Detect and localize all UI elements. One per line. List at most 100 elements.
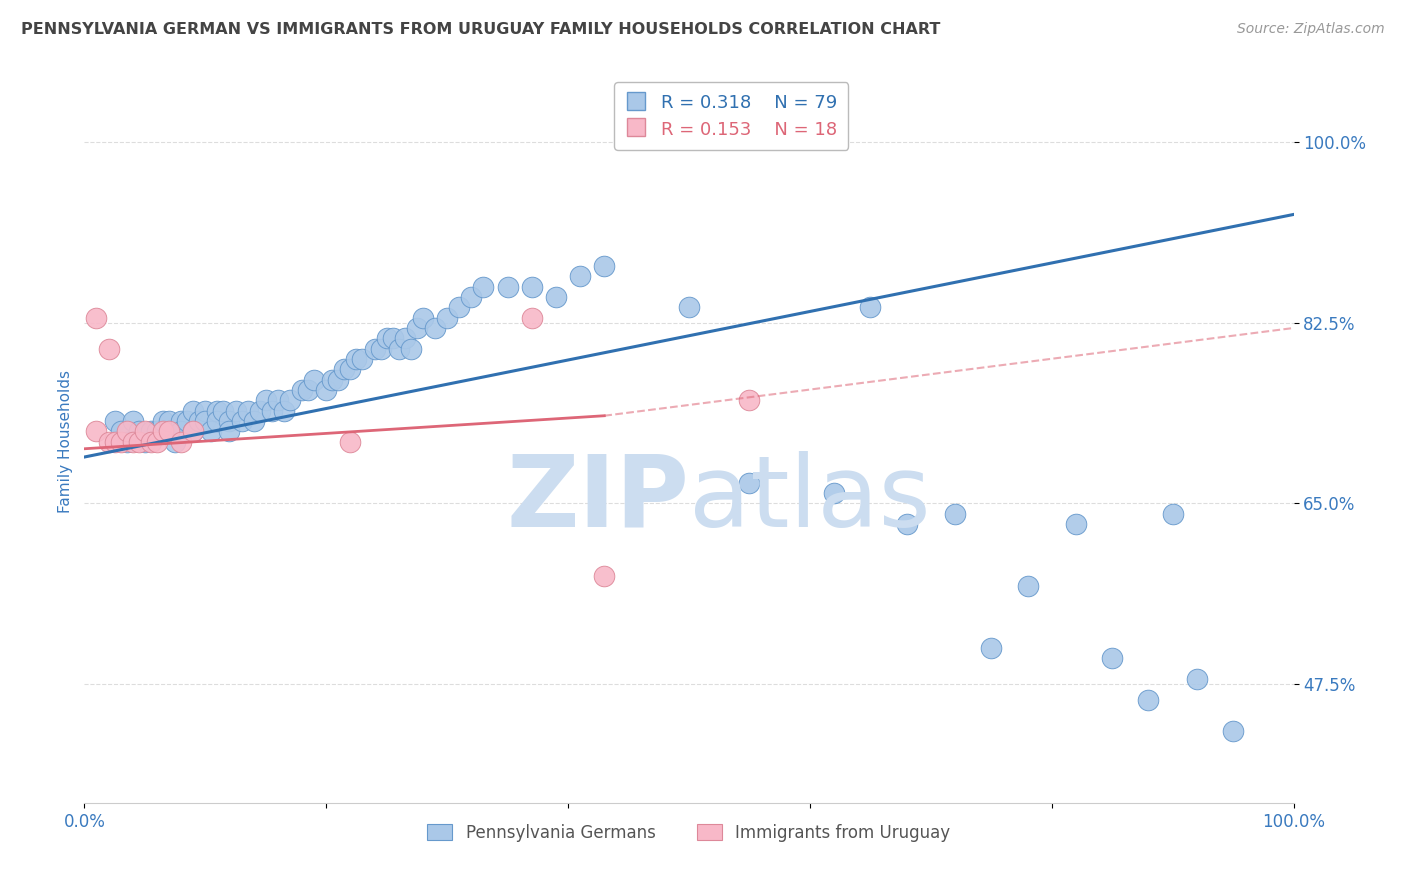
Point bbox=[249, 403, 271, 417]
Point bbox=[363, 342, 385, 356]
Point bbox=[1064, 517, 1087, 532]
Point bbox=[460, 290, 482, 304]
Point bbox=[321, 373, 343, 387]
Text: ZIP: ZIP bbox=[506, 450, 689, 548]
Point bbox=[104, 414, 127, 428]
Point bbox=[97, 342, 120, 356]
Point bbox=[225, 403, 247, 417]
Point bbox=[115, 434, 138, 449]
Point bbox=[157, 414, 180, 428]
Point bbox=[823, 486, 845, 500]
Text: Source: ZipAtlas.com: Source: ZipAtlas.com bbox=[1237, 22, 1385, 37]
Point bbox=[1185, 672, 1208, 686]
Text: atlas: atlas bbox=[689, 450, 931, 548]
Point bbox=[423, 321, 446, 335]
Point bbox=[212, 403, 235, 417]
Point bbox=[273, 403, 295, 417]
Point bbox=[896, 517, 918, 532]
Point bbox=[231, 414, 253, 428]
Point bbox=[388, 342, 411, 356]
Point bbox=[218, 414, 240, 428]
Point bbox=[412, 310, 434, 325]
Point bbox=[267, 393, 290, 408]
Point bbox=[315, 383, 337, 397]
Point bbox=[472, 279, 495, 293]
Point bbox=[152, 424, 174, 438]
Point bbox=[139, 434, 162, 449]
Point bbox=[1017, 579, 1039, 593]
Point bbox=[254, 393, 277, 408]
Point bbox=[302, 373, 325, 387]
Point bbox=[375, 331, 398, 345]
Point bbox=[1137, 692, 1160, 706]
Point bbox=[110, 424, 132, 438]
Point bbox=[406, 321, 429, 335]
Point bbox=[181, 424, 204, 438]
Point bbox=[678, 301, 700, 315]
Point bbox=[593, 259, 616, 273]
Point bbox=[399, 342, 422, 356]
Point bbox=[134, 434, 156, 449]
Point bbox=[291, 383, 314, 397]
Text: PENNSYLVANIA GERMAN VS IMMIGRANTS FROM URUGUAY FAMILY HOUSEHOLDS CORRELATION CHA: PENNSYLVANIA GERMAN VS IMMIGRANTS FROM U… bbox=[21, 22, 941, 37]
Point bbox=[1101, 651, 1123, 665]
Point bbox=[394, 331, 416, 345]
Point bbox=[181, 403, 204, 417]
Point bbox=[980, 640, 1002, 655]
Point bbox=[1222, 723, 1244, 738]
Point bbox=[170, 414, 193, 428]
Point bbox=[194, 403, 217, 417]
Point bbox=[859, 301, 882, 315]
Point bbox=[496, 279, 519, 293]
Point bbox=[520, 310, 543, 325]
Point bbox=[943, 507, 966, 521]
Y-axis label: Family Households: Family Households bbox=[58, 370, 73, 513]
Point bbox=[260, 403, 283, 417]
Legend: Pennsylvania Germans, Immigrants from Uruguay: Pennsylvania Germans, Immigrants from Ur… bbox=[420, 817, 957, 848]
Point bbox=[157, 424, 180, 438]
Point bbox=[339, 434, 361, 449]
Point bbox=[165, 434, 187, 449]
Point bbox=[146, 434, 169, 449]
Point bbox=[139, 424, 162, 438]
Point bbox=[152, 414, 174, 428]
Point bbox=[333, 362, 356, 376]
Point bbox=[194, 414, 217, 428]
Point bbox=[188, 414, 211, 428]
Point bbox=[200, 424, 222, 438]
Point bbox=[1161, 507, 1184, 521]
Point bbox=[449, 301, 471, 315]
Point bbox=[278, 393, 301, 408]
Point bbox=[86, 424, 108, 438]
Point bbox=[176, 414, 198, 428]
Point bbox=[370, 342, 392, 356]
Point bbox=[297, 383, 319, 397]
Point bbox=[593, 568, 616, 582]
Point bbox=[218, 424, 240, 438]
Point bbox=[381, 331, 404, 345]
Point bbox=[738, 393, 761, 408]
Point bbox=[569, 269, 592, 284]
Point bbox=[242, 414, 264, 428]
Point bbox=[170, 424, 193, 438]
Point bbox=[157, 424, 180, 438]
Point bbox=[738, 475, 761, 490]
Point bbox=[134, 424, 156, 438]
Point bbox=[110, 434, 132, 449]
Point bbox=[121, 414, 143, 428]
Point bbox=[181, 424, 204, 438]
Point bbox=[339, 362, 361, 376]
Point bbox=[436, 310, 458, 325]
Point bbox=[146, 424, 169, 438]
Point bbox=[170, 434, 193, 449]
Point bbox=[207, 414, 229, 428]
Point bbox=[97, 434, 120, 449]
Point bbox=[544, 290, 567, 304]
Point bbox=[236, 403, 259, 417]
Point bbox=[520, 279, 543, 293]
Point bbox=[346, 351, 368, 366]
Point bbox=[328, 373, 350, 387]
Point bbox=[207, 403, 229, 417]
Point bbox=[128, 434, 150, 449]
Point bbox=[128, 424, 150, 438]
